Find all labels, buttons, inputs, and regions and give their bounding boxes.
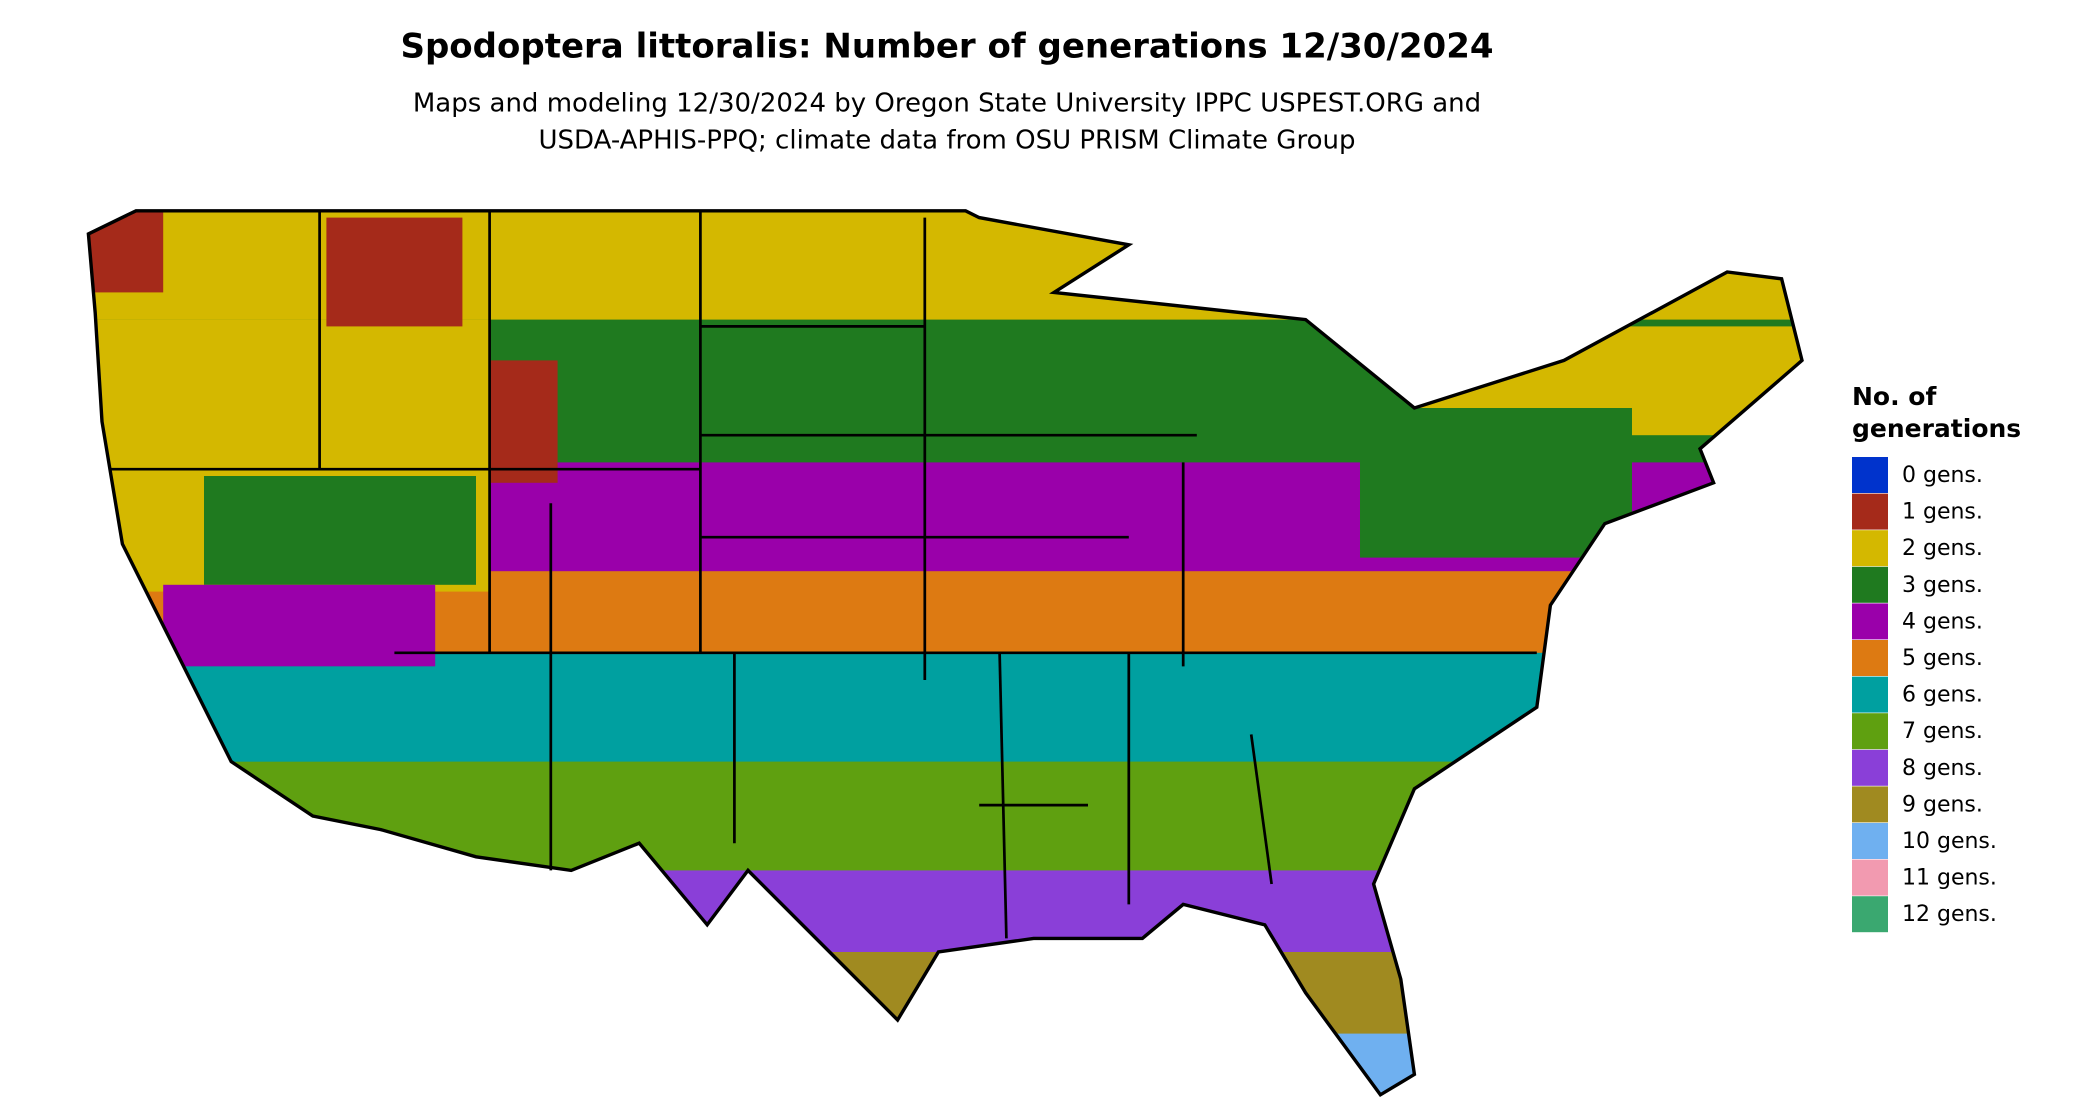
legend-swatch [1852,896,1888,933]
legend-label: 8 gens. [1902,756,1983,781]
title: Spodoptera littoralis: Number of generat… [400,27,1493,67]
legend-title: No. of [1852,382,1937,411]
zone [326,217,463,327]
legend-swatch [1852,786,1888,823]
zone [1360,408,1632,558]
legend-swatch [1852,493,1888,530]
legend-swatch [1852,566,1888,603]
zone [88,210,1803,327]
legend-label: 2 gens. [1902,536,1983,561]
subtitle-line: USDA-APHIS-PPQ; climate data from OSU PR… [539,126,1356,156]
legend-swatch [1852,823,1888,859]
legend-label: 0 gens. [1902,463,1983,488]
legend-swatch [1852,457,1888,493]
legend-title: generations [1852,414,2021,443]
map-fill [88,210,1803,1095]
state-lines [108,210,1537,939]
legend-label: 11 gens. [1902,866,1997,891]
legend-swatch [1852,859,1888,896]
legend-swatch [1852,676,1888,713]
legend-label: 10 gens. [1902,829,1997,854]
legend-swatch [1852,749,1888,786]
zone [88,870,1803,959]
legend-swatch [1852,603,1888,640]
legend-label: 6 gens. [1902,683,1983,708]
zone [489,360,558,483]
zone [204,476,476,585]
legend-label: 7 gens. [1902,719,1983,744]
map-outline [86,209,1804,1098]
legend-label: 12 gens. [1902,902,1997,927]
legend-label: 1 gens. [1902,500,1983,525]
legend-swatch [1852,640,1888,676]
legend-label: 5 gens. [1902,646,1983,671]
legend-label: 9 gens. [1902,792,1983,817]
legend-label: 4 gens. [1902,609,1983,634]
legend-label: 3 gens. [1902,573,1983,598]
legend: 0 gens. 1 gens. 2 gens. 3 gens. 4 gens. 5 gen… [1852,457,1997,933]
zone [88,952,1803,1041]
legend-swatch [1852,713,1888,750]
zone [176,666,436,762]
zone [88,761,1803,878]
map [86,209,1804,1098]
zone [163,584,436,667]
legend-swatch [1852,530,1888,567]
zone [88,1033,1803,1095]
subtitle-line: Maps and modeling 12/30/2024 by Oregon S… [413,89,1481,119]
